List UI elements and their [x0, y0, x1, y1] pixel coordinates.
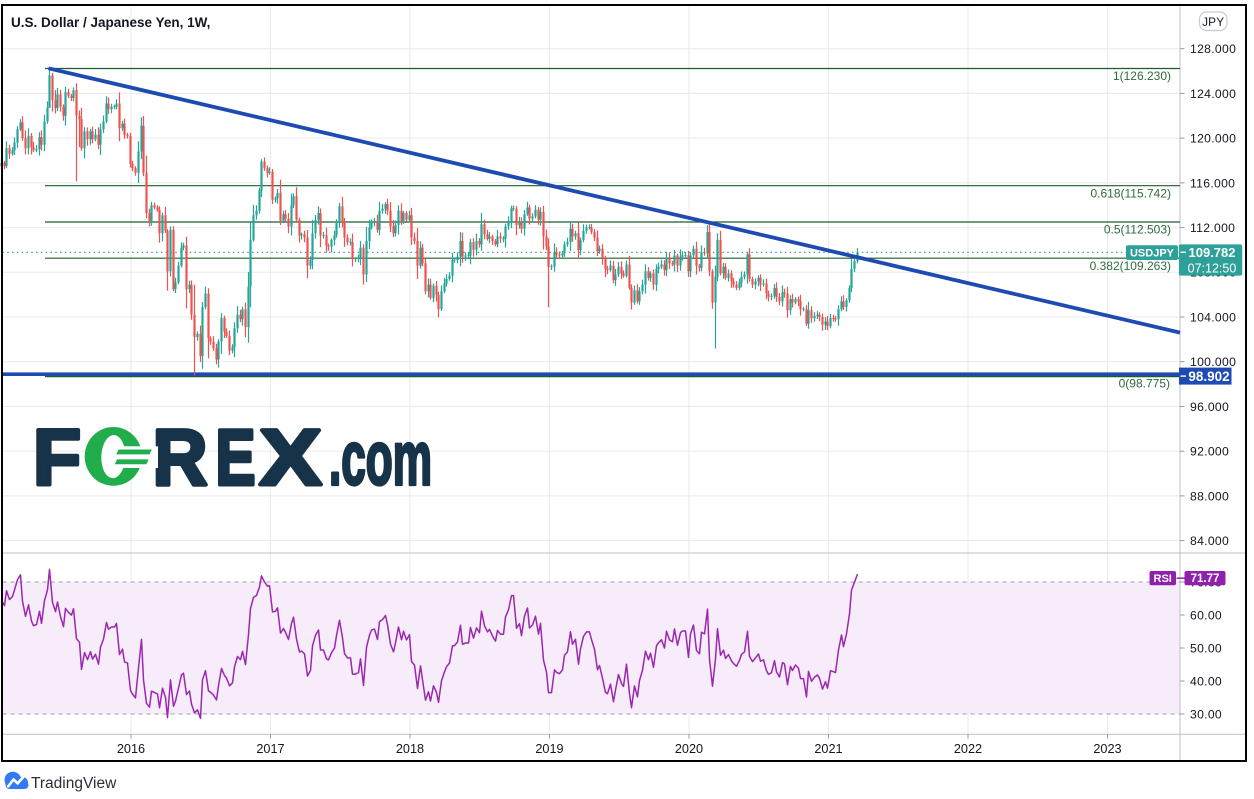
svg-text:0.618(115.742): 0.618(115.742) [1090, 186, 1171, 200]
svg-text:96.000: 96.000 [1190, 400, 1229, 414]
svg-text:88.000: 88.000 [1190, 489, 1229, 503]
svg-text:2023: 2023 [1093, 742, 1121, 756]
svg-text:116.000: 116.000 [1190, 176, 1235, 190]
svg-text:0.5(112.503): 0.5(112.503) [1104, 223, 1171, 237]
svg-text:100.000: 100.000 [1190, 355, 1236, 369]
svg-text:2020: 2020 [675, 742, 703, 756]
svg-text:USDJPY: USDJPY [1130, 247, 1175, 259]
svg-text:40.00: 40.00 [1190, 674, 1222, 688]
svg-text:0(98.775): 0(98.775) [1119, 376, 1170, 390]
svg-text:2019: 2019 [535, 742, 563, 756]
svg-text:TradingView: TradingView [31, 775, 117, 792]
svg-text:2022: 2022 [954, 742, 982, 756]
svg-text:R: R [153, 413, 208, 502]
svg-text:2017: 2017 [256, 742, 284, 756]
svg-text:124.000: 124.000 [1190, 87, 1236, 101]
svg-text:104.000: 104.000 [1190, 310, 1236, 324]
svg-text:E: E [216, 413, 256, 502]
svg-text:2021: 2021 [814, 742, 842, 756]
svg-text:50.00: 50.00 [1190, 641, 1222, 655]
svg-text:120.000: 120.000 [1190, 132, 1236, 146]
svg-text:30.00: 30.00 [1190, 707, 1222, 721]
svg-text:.com: .com [329, 417, 432, 502]
svg-text:X: X [260, 413, 322, 502]
svg-text:RSI: RSI [1154, 573, 1172, 585]
svg-text:84.000: 84.000 [1190, 534, 1229, 548]
svg-text:0.382(109.263): 0.382(109.263) [1090, 259, 1171, 273]
svg-text:71.77: 71.77 [1191, 573, 1220, 585]
svg-text:07:12:50: 07:12:50 [1188, 261, 1237, 275]
svg-text:60.00: 60.00 [1190, 608, 1222, 622]
svg-text:2018: 2018 [396, 742, 424, 756]
svg-text:JPY: JPY [1202, 15, 1224, 29]
svg-text:112.000: 112.000 [1190, 221, 1235, 235]
svg-text:F: F [33, 413, 81, 502]
svg-text:128.000: 128.000 [1190, 42, 1236, 56]
svg-text:98.902: 98.902 [1188, 369, 1229, 384]
svg-text:1(126.230): 1(126.230) [1113, 69, 1171, 83]
svg-text:2016: 2016 [117, 742, 145, 756]
svg-text:U.S. Dollar / Japanese Yen, 1W: U.S. Dollar / Japanese Yen, 1W, [11, 15, 210, 30]
svg-text:92.000: 92.000 [1190, 445, 1229, 459]
svg-text:109.782: 109.782 [1189, 245, 1236, 260]
